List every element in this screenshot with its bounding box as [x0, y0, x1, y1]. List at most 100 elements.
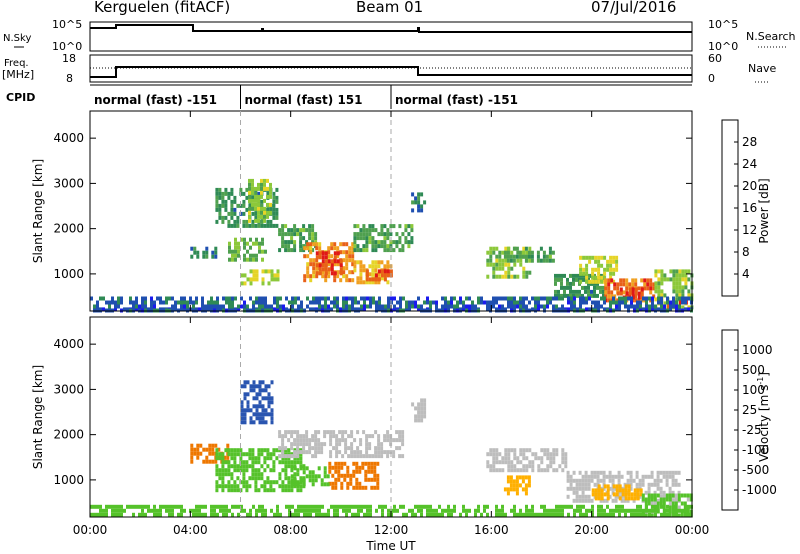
data-cell: [510, 296, 513, 301]
data-cell: [569, 285, 572, 290]
data-cell: [278, 472, 282, 477]
data-cell: [117, 508, 120, 513]
data-cell: [251, 211, 255, 216]
data-cell: [312, 307, 315, 312]
data-cell: [293, 476, 297, 481]
data-cell: [207, 300, 210, 305]
data-cell: [303, 504, 306, 509]
data-cell: [257, 472, 261, 477]
data-cell: [284, 460, 288, 465]
data-cell: [257, 448, 261, 453]
data-cell: [590, 498, 594, 503]
data-cell: [165, 504, 168, 509]
data-cell: [355, 477, 359, 482]
data-cell: [272, 223, 276, 228]
data-cell: [243, 245, 246, 250]
data-cell: [215, 448, 219, 453]
data-cell: [537, 300, 540, 305]
data-cell: [507, 300, 510, 305]
data-cell: [261, 504, 264, 509]
data-cell: [221, 456, 225, 461]
data-cell: [251, 186, 254, 191]
data-cell: [242, 472, 246, 477]
data-cell: [590, 293, 593, 298]
data-cell: [665, 493, 669, 498]
data-cell: [324, 263, 328, 268]
data-cell: [255, 404, 259, 409]
data-cell: [368, 277, 372, 282]
data-cell: [617, 470, 621, 475]
data-cell: [378, 307, 381, 312]
data-cell: [540, 296, 543, 301]
data-cell: [218, 472, 222, 477]
power-colorbar-tick-label: 16: [742, 201, 757, 215]
data-cell: [359, 228, 363, 233]
data-cell: [672, 504, 675, 509]
data-cell: [180, 307, 183, 312]
data-cell: [447, 300, 450, 305]
data-cell: [257, 460, 261, 465]
data-cell: [660, 296, 663, 301]
data-cell: [211, 443, 215, 448]
data-cell: [386, 244, 390, 249]
data-cell: [681, 289, 685, 294]
data-cell: [263, 448, 267, 453]
data-cell: [599, 285, 602, 290]
data-cell: [647, 490, 651, 495]
data-cell: [498, 254, 502, 259]
data-cell: [227, 484, 231, 489]
data-cell: [237, 307, 240, 312]
data-cell: [317, 446, 321, 451]
data-cell: [408, 307, 411, 312]
data-cell: [370, 465, 374, 470]
data-cell: [248, 448, 252, 453]
data-cell: [504, 512, 507, 517]
data-cell: [351, 300, 354, 305]
data-cell: [302, 466, 306, 471]
data-cell: [368, 446, 372, 451]
data-cell: [594, 259, 598, 264]
data-cell: [287, 240, 291, 245]
data-cell: [628, 282, 632, 287]
data-cell: [257, 198, 260, 203]
data-cell: [315, 296, 318, 301]
data-cell: [236, 215, 240, 220]
data-cell: [302, 224, 306, 229]
data-cell: [242, 219, 246, 224]
data-cell: [399, 296, 402, 301]
data-cell: [423, 504, 426, 509]
data-cell: [368, 434, 372, 439]
data-cell: [330, 307, 333, 312]
data-cell: [356, 450, 360, 455]
data-cell: [516, 258, 520, 263]
data-cell: [311, 470, 315, 475]
data-cell: [222, 504, 225, 509]
data-cell: [377, 446, 381, 451]
data-cell: [312, 300, 315, 305]
data-cell: [651, 304, 654, 309]
data-cell: [543, 512, 546, 517]
data-cell: [278, 228, 282, 233]
data-cell: [341, 430, 345, 435]
data-cell: [417, 508, 420, 513]
data-cell: [522, 452, 526, 457]
data-cell: [668, 474, 672, 479]
data-cell: [660, 281, 664, 286]
data-cell: [506, 246, 510, 251]
data-cell: [489, 468, 493, 473]
data-cell: [639, 304, 642, 309]
data-cell: [315, 258, 319, 263]
data-cell: [293, 454, 297, 459]
data-cell: [306, 296, 309, 301]
data-cell: [243, 300, 246, 305]
data-cell: [597, 304, 600, 309]
data-cell: [683, 493, 687, 498]
data-cell: [444, 304, 447, 309]
data-cell: [329, 430, 333, 435]
data-cell: [312, 266, 316, 271]
data-cell: [296, 442, 300, 447]
data-cell: [243, 281, 247, 286]
data-cell: [243, 380, 247, 385]
data-cell: [513, 464, 517, 469]
data-cell: [314, 434, 318, 439]
